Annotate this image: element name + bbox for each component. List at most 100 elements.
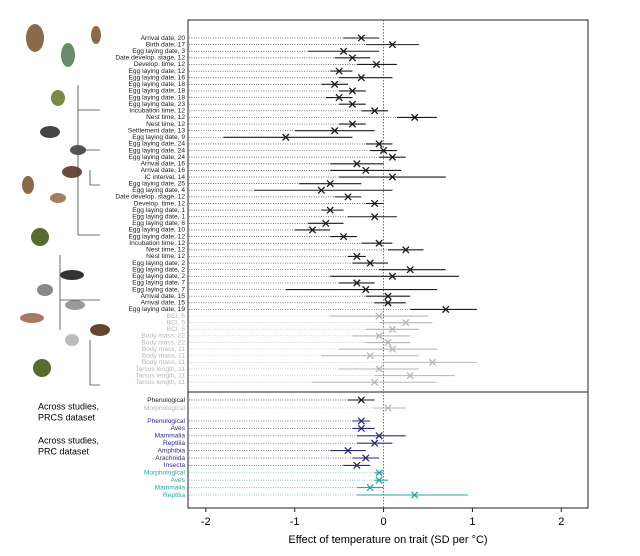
row-label: Settlement date, 13 xyxy=(128,127,186,134)
marker-stroke xyxy=(371,378,379,386)
estimate-marker xyxy=(371,199,379,208)
estimate-marker xyxy=(375,312,383,320)
marker-stroke xyxy=(344,193,352,201)
row-label: Aves xyxy=(170,425,185,432)
row-label: Mammalia xyxy=(155,433,186,440)
estimate-marker xyxy=(344,193,352,201)
marker-stroke xyxy=(388,272,397,280)
estimate-marker xyxy=(357,417,365,425)
estimate-marker xyxy=(335,93,343,102)
estimate-marker xyxy=(362,285,370,294)
row-label: Arrival date, 16 xyxy=(141,161,186,168)
estimate-marker xyxy=(411,491,419,499)
row-label: Egg laying date, 2 xyxy=(132,266,185,273)
marker-stroke xyxy=(348,100,357,108)
marker-stroke xyxy=(317,186,325,194)
estimate-marker xyxy=(388,40,397,49)
row-label: BCI, 5 xyxy=(167,326,186,333)
marker-stroke xyxy=(348,120,357,128)
marker-stroke xyxy=(375,365,383,373)
estimate-marker xyxy=(384,292,392,300)
row-label: Egg laying date, 24 xyxy=(129,141,186,148)
estimate-marker xyxy=(375,140,383,148)
row-label: Egg laying date, 2 xyxy=(132,260,185,267)
row-label: Arrival date, 16 xyxy=(141,167,186,174)
marker-stroke xyxy=(406,371,414,380)
estimate-marker xyxy=(384,299,392,307)
row-label: Egg laying date, 24 xyxy=(129,154,186,161)
marker-stroke xyxy=(357,424,365,433)
estimate-marker xyxy=(357,396,365,404)
row-label: Arrival date, 15 xyxy=(141,293,186,300)
x-axis-label: Effect of temperature on trait (SD per °… xyxy=(288,534,487,546)
marker-stroke xyxy=(335,67,343,75)
row-label: Phenological xyxy=(147,418,185,425)
row-label: Egg laying date, 7 xyxy=(132,280,185,287)
marker-stroke xyxy=(357,34,365,42)
estimate-marker xyxy=(348,120,357,128)
row-label: Insecta xyxy=(164,462,186,469)
row-label: Body mass, 22 xyxy=(141,339,185,346)
marker-stroke xyxy=(375,432,383,440)
estimate-marker xyxy=(317,186,325,194)
estimate-marker xyxy=(308,226,317,234)
estimate-marker xyxy=(339,232,348,241)
row-label: Tarsus length, 11 xyxy=(135,372,185,379)
marker-stroke xyxy=(282,133,290,141)
row-label: Birth date, 17 xyxy=(146,41,186,48)
row-label: Tarsus length, 11 xyxy=(135,366,185,373)
row-label: Egg laying date, 6 xyxy=(132,220,185,227)
marker-stroke xyxy=(375,469,383,477)
row-label: Incubation time, 12 xyxy=(129,240,185,247)
row-label: Incubation time, 12 xyxy=(129,108,185,115)
marker-stroke xyxy=(326,206,334,214)
marker-stroke xyxy=(442,305,450,314)
annotation: Across studies, xyxy=(38,401,99,411)
marker-stroke xyxy=(388,153,397,161)
estimate-marker xyxy=(384,338,392,347)
estimate-marker xyxy=(322,219,330,228)
annotation: Across studies, xyxy=(38,435,99,445)
estimate-marker xyxy=(331,80,339,88)
row-label: Egg laying date, 2 xyxy=(132,273,185,280)
marker-stroke xyxy=(411,113,419,122)
estimate-marker xyxy=(388,153,397,161)
annotation: PRCS dataset xyxy=(38,412,96,422)
marker-stroke xyxy=(371,213,379,221)
row-label: Aves xyxy=(170,477,185,484)
row-label: Morphological xyxy=(144,405,186,412)
row-label: Nest time, 12 xyxy=(146,253,185,260)
row-label: Egg laying date, 1 xyxy=(132,213,185,220)
estimate-marker xyxy=(357,34,365,42)
estimate-marker xyxy=(372,60,381,69)
row-label: BCI, 5 xyxy=(167,319,186,326)
marker-stroke xyxy=(335,93,343,102)
marker-stroke xyxy=(388,40,397,49)
marker-stroke xyxy=(308,226,317,234)
marker-stroke xyxy=(379,146,388,155)
row-label: Develop. time, 12 xyxy=(134,200,186,207)
marker-stroke xyxy=(375,140,383,148)
estimate-marker xyxy=(335,67,343,75)
estimate-marker xyxy=(388,345,397,353)
marker-stroke xyxy=(357,74,365,82)
estimate-marker xyxy=(339,47,348,55)
marker-stroke xyxy=(402,246,410,254)
estimate-marker xyxy=(371,213,379,221)
estimate-marker xyxy=(375,476,383,484)
estimate-marker xyxy=(344,446,352,455)
row-label: Arrival date, 20 xyxy=(141,35,186,42)
marker-stroke xyxy=(348,87,357,95)
estimate-marker xyxy=(353,461,361,470)
marker-stroke xyxy=(362,166,370,175)
estimate-marker xyxy=(326,179,334,188)
marker-stroke xyxy=(362,285,370,294)
marker-stroke xyxy=(388,325,397,333)
row-label: Nest time, 12 xyxy=(146,247,185,254)
marker-stroke xyxy=(357,396,365,404)
marker-stroke xyxy=(372,60,381,69)
marker-stroke xyxy=(402,319,410,327)
row-label: Body mass, 22 xyxy=(141,333,185,340)
estimate-marker xyxy=(353,252,361,261)
row-label: Egg laying date, 9 xyxy=(132,134,185,141)
